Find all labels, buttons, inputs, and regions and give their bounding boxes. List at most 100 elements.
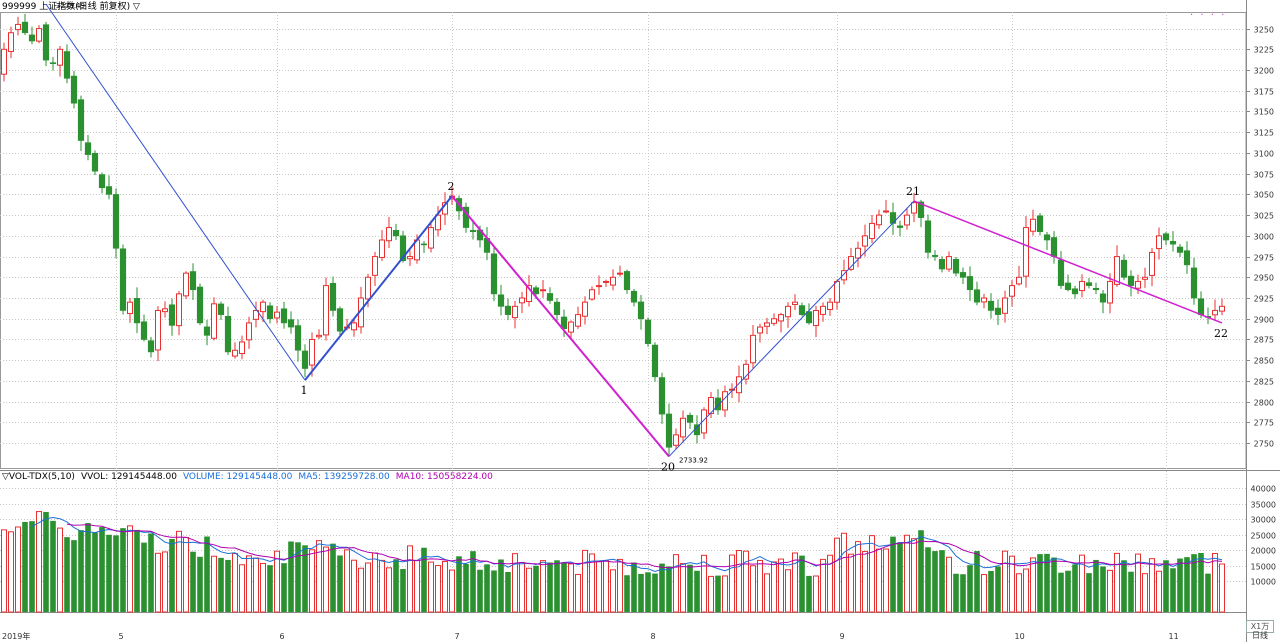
candle-body — [1176, 246, 1184, 253]
volume-bar — [218, 557, 224, 612]
volume-bar — [610, 569, 616, 613]
candle-body — [1162, 233, 1170, 241]
volume-bar — [841, 532, 847, 613]
volume-bar — [456, 556, 462, 612]
candle-body — [1016, 276, 1022, 285]
volume-bar — [645, 572, 651, 612]
volume-bar — [113, 535, 119, 612]
period-tag[interactable]: 日线 — [1252, 631, 1268, 640]
volume-bar — [183, 537, 189, 613]
volume-bar — [960, 574, 966, 612]
candle-body — [987, 300, 995, 311]
candle-body — [805, 311, 813, 324]
candle-body — [1197, 298, 1205, 315]
volume-bar — [820, 558, 826, 613]
volume-bar — [491, 570, 497, 612]
wave-line-0-1 — [45, 3, 306, 381]
volume-bar — [435, 565, 441, 613]
candle-body — [917, 201, 925, 218]
candle-body — [77, 99, 85, 141]
volume-bar — [239, 564, 245, 613]
candle-body — [714, 397, 722, 411]
candle-body — [1036, 215, 1044, 233]
volume-bar — [64, 537, 70, 612]
candle-body — [560, 316, 568, 330]
volume-bar — [57, 527, 63, 613]
volume-bar — [848, 553, 854, 613]
volume-bar — [946, 556, 952, 613]
wave-label: 20 — [661, 460, 675, 473]
volume-bar — [190, 551, 196, 612]
volume-bar — [981, 574, 987, 613]
candle-body — [420, 243, 428, 246]
volume-bar — [1184, 557, 1190, 612]
candle-body — [1135, 280, 1141, 289]
volume-bar — [260, 562, 266, 613]
volume-ma10-line — [66, 523, 1223, 569]
candle-body — [112, 194, 120, 249]
candle-body — [959, 272, 967, 278]
volume-bar — [421, 547, 427, 612]
price-tick-label: 2975 — [1254, 254, 1274, 263]
volume-bar — [36, 511, 42, 613]
candle-body — [168, 304, 176, 326]
candle-body — [981, 297, 987, 303]
volume-bar — [1072, 564, 1078, 612]
volume-bar — [792, 552, 798, 613]
volume-bar — [1142, 573, 1148, 613]
wave-label: 21 — [906, 185, 920, 198]
volume-bar — [939, 550, 945, 612]
volume-bar — [575, 573, 581, 613]
candle-body — [883, 210, 889, 213]
candle-body — [686, 414, 694, 423]
candle-body — [785, 305, 791, 318]
volume-bar — [330, 543, 336, 612]
volume-bar — [701, 554, 707, 613]
candle-body — [70, 75, 78, 104]
candle-body — [512, 305, 518, 319]
volume-bar — [694, 570, 700, 612]
candle-body — [1114, 256, 1120, 285]
volume-bar — [50, 520, 56, 612]
volume-bar — [561, 562, 567, 612]
volume-bar — [687, 564, 693, 612]
candle-body — [834, 280, 840, 303]
candle-body — [827, 301, 833, 310]
candle-body — [623, 271, 631, 291]
price-tick-label: 2950 — [1254, 274, 1274, 283]
candle-body — [372, 256, 378, 276]
candle-body — [294, 325, 302, 351]
volume-bar — [1177, 558, 1183, 612]
volume-bar — [309, 549, 315, 613]
price-tick-label: 2850 — [1254, 357, 1274, 366]
candle-body — [617, 272, 623, 275]
volume-bar — [519, 562, 525, 613]
volume-bar — [1086, 573, 1092, 612]
candle-body — [224, 316, 232, 353]
candle-body — [757, 326, 763, 334]
volume-bar — [526, 567, 532, 613]
candle-body — [750, 334, 756, 364]
candle-body — [596, 285, 602, 288]
candle-body — [1212, 309, 1218, 316]
volume-bar — [78, 530, 84, 612]
candle-body — [651, 344, 659, 378]
candle-body — [1156, 235, 1162, 250]
volume-bar — [323, 546, 329, 613]
candle-body — [869, 222, 875, 240]
price-tick-label: 2925 — [1254, 295, 1274, 304]
volume-indicator-name[interactable]: ▽VOL-TDX(5,10) — [2, 472, 75, 482]
candle-body — [994, 307, 1002, 315]
volume-bar — [771, 561, 777, 613]
candle-body — [1183, 250, 1191, 266]
volume-bar — [274, 550, 280, 613]
price-tick-label: 2900 — [1254, 316, 1274, 325]
volume-bar — [449, 569, 455, 613]
volume-bar — [1163, 560, 1169, 612]
volume-tick-label: 40000 — [1251, 485, 1276, 494]
candle-body — [973, 289, 981, 303]
volume-tick-label: 25000 — [1251, 532, 1276, 541]
price-tick-label: 3125 — [1254, 129, 1274, 138]
toolbar-dots[interactable]: · · · · — [1190, 10, 1227, 21]
